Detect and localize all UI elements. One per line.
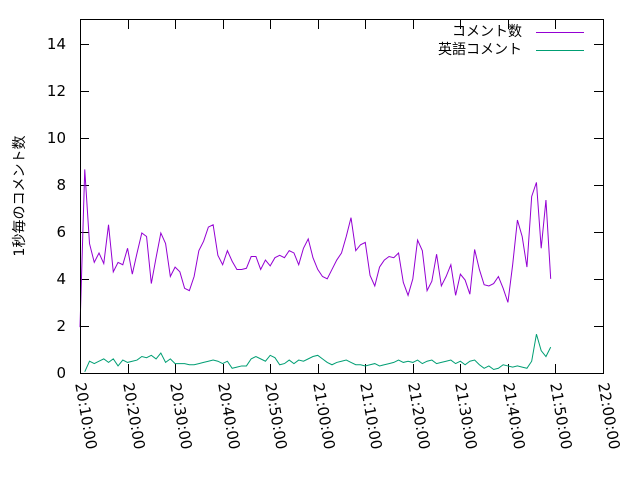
y-tick-label: 0 xyxy=(56,364,66,382)
y-tick-label: 6 xyxy=(56,223,66,241)
series-line-1 xyxy=(79,169,552,328)
y-tick-label: 10 xyxy=(47,129,66,147)
series-layer xyxy=(79,169,552,373)
y-tick-label: 8 xyxy=(56,176,66,194)
legend-label-1: コメント数 xyxy=(452,24,522,40)
y-tick-label: 2 xyxy=(56,317,66,335)
y-tick-label: 14 xyxy=(47,35,66,53)
y-tick-label: 4 xyxy=(56,270,66,288)
y-tick-label: 12 xyxy=(47,82,66,100)
series-line-2 xyxy=(84,334,552,373)
plot-frame xyxy=(80,19,604,374)
legend-label-2: 英語コメント xyxy=(438,41,522,58)
y-axis-label: 1秒毎のコメント数 xyxy=(12,136,28,257)
